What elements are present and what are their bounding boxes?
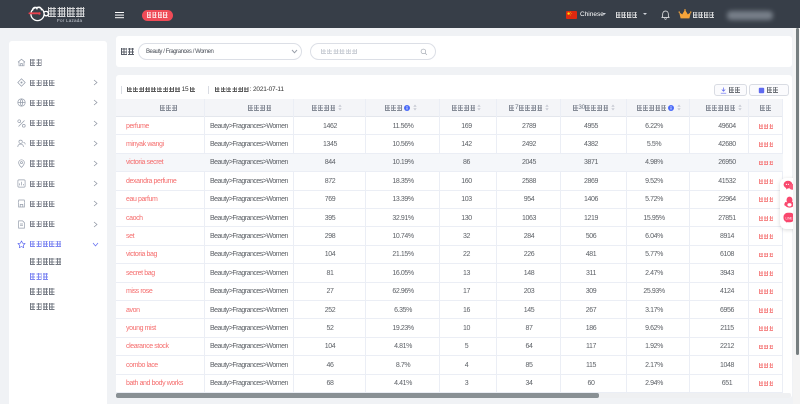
svg-text:LINE: LINE <box>785 216 792 220</box>
